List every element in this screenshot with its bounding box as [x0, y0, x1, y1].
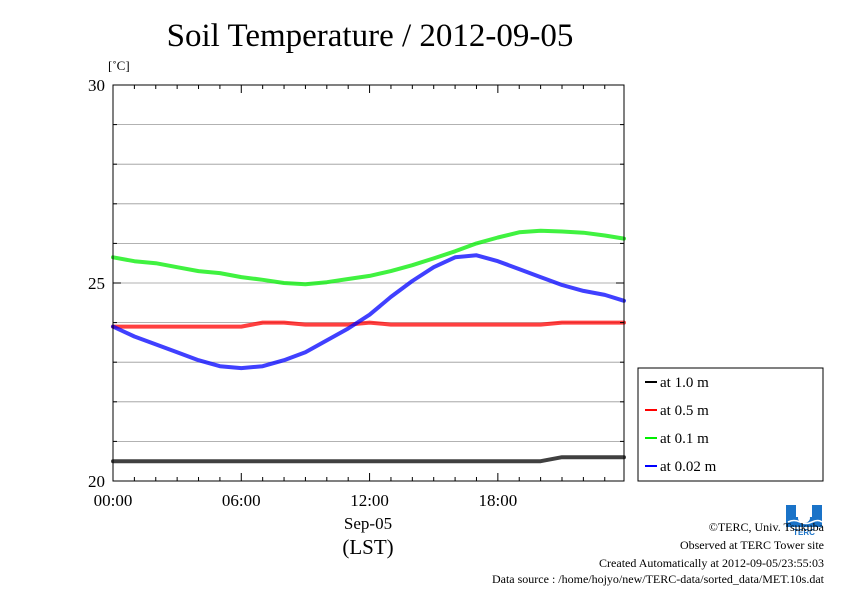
logo-text: TERC — [793, 528, 815, 537]
axis-ticks: 20 25 30 00:00 06:00 12:00 18:00 — [88, 76, 624, 510]
data-source-text: Data source : /home/hojyo/new/TERC-data/… — [491, 572, 824, 586]
series-line-1 — [111, 320, 626, 329]
y-axis-unit-label: [˚C] — [108, 58, 130, 73]
series-line-2 — [111, 228, 626, 287]
legend-label: at 0.02 m — [660, 459, 717, 475]
terc-logo-icon: TERC — [786, 505, 823, 537]
legend-label: at 0.1 m — [660, 431, 709, 447]
y-tick-label: 20 — [88, 472, 105, 491]
series-line-3 — [111, 253, 626, 371]
legend-label: at 1.0 m — [660, 375, 709, 391]
x-tick-label: 18:00 — [478, 491, 517, 510]
legend: at 1.0 m at 0.5 m at 0.1 m at 0.02 m — [637, 367, 824, 482]
x-axis-date-label: Sep-05 — [344, 514, 392, 533]
created-timestamp-text: Created Automatically at 2012-09-05/23:5… — [599, 556, 824, 570]
legend-label: at 0.5 m — [660, 403, 709, 419]
grid-lines — [113, 124, 624, 442]
legend-box — [637, 367, 824, 482]
x-tick-label: 12:00 — [350, 491, 389, 510]
x-axis-timezone-label: (LST) — [342, 535, 393, 559]
series-lines — [111, 228, 626, 464]
copyright-text: ©TERC, Univ. Tsukuba — [708, 520, 824, 534]
y-tick-label: 25 — [88, 274, 105, 293]
series-line-0 — [111, 455, 626, 464]
x-tick-label: 06:00 — [222, 491, 261, 510]
chart-title: Soil Temperature / 2012-09-05 — [167, 18, 574, 54]
x-tick-label: 00:00 — [94, 491, 133, 510]
y-tick-label: 30 — [88, 76, 105, 95]
observation-site-text: Observed at TERC Tower site — [679, 538, 824, 552]
